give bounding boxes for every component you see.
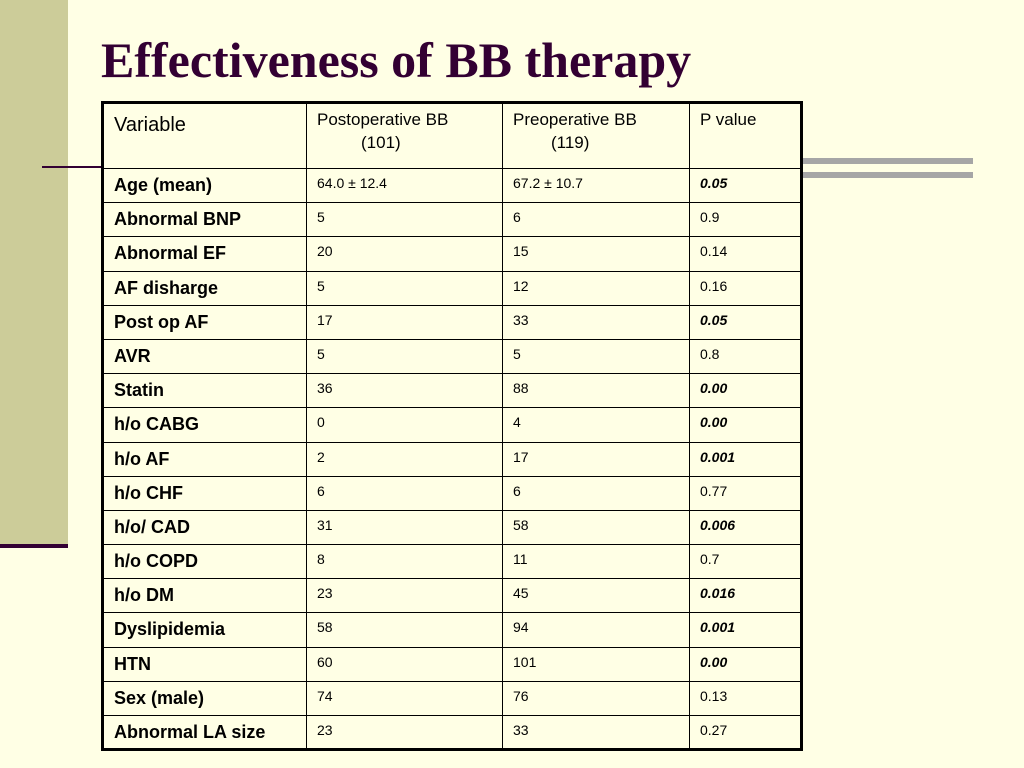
cell-variable: HTN: [102, 646, 307, 682]
table-row: h/o CHF 6 6 0.77: [102, 475, 802, 511]
header-variable: Variable: [102, 102, 307, 169]
cell-preoperative-bb: 76: [502, 680, 690, 717]
table-row: h/o COPD 8 11 0.7: [102, 544, 802, 580]
table-row: Sex (male) 74 76 0.13: [102, 680, 802, 717]
cell-p-value: 0.00: [689, 373, 802, 409]
left-accent-bar: [0, 0, 68, 546]
cell-p-value: 0.00: [689, 407, 802, 443]
table-header-row: Variable Postoperative BB (101) Preoperat…: [102, 102, 802, 169]
cell-preoperative-bb: 6: [502, 475, 690, 511]
table-body: Age (mean) 64.0 ± 12.4 67.2 ± 10.7 0.05 Abno…: [102, 167, 802, 751]
cell-postoperative-bb: 23: [306, 714, 503, 751]
cell-p-value: 0.001: [689, 441, 802, 477]
cell-postoperative-bb: 31: [306, 509, 503, 546]
cell-variable: h/o DM: [102, 578, 307, 614]
cell-variable: h/o COPD: [102, 544, 307, 580]
table-row: Abnormal LA size 23 33 0.27: [102, 714, 802, 751]
cell-p-value: 0.7: [689, 544, 802, 580]
cell-p-value: 0.9: [689, 202, 802, 238]
cell-preoperative-bb: 33: [502, 304, 690, 340]
table-row: h/o AF 2 17 0.001: [102, 441, 802, 477]
cell-variable: Age (mean): [102, 167, 307, 204]
table-row: Abnormal BNP 5 6 0.9: [102, 202, 802, 238]
cell-p-value: 0.00: [689, 646, 802, 682]
cell-p-value: 0.006: [689, 509, 802, 546]
cell-p-value: 0.05: [689, 304, 802, 340]
cell-postoperative-bb: 74: [306, 680, 503, 717]
cell-p-value: 0.16: [689, 270, 802, 306]
cell-postoperative-bb: 0: [306, 407, 503, 443]
cell-p-value: 0.13: [689, 680, 802, 717]
table-row: h/o CABG 0 4 0.00: [102, 407, 802, 443]
table-row: Age (mean) 64.0 ± 12.4 67.2 ± 10.7 0.05: [102, 167, 802, 204]
cell-preoperative-bb: 45: [502, 578, 690, 614]
cell-variable: h/o/ CAD: [102, 509, 307, 546]
table-row: Post op AF 17 33 0.05: [102, 304, 802, 340]
table-row: AVR 5 5 0.8: [102, 338, 802, 375]
cell-p-value: 0.016: [689, 578, 802, 614]
table-row: h/o DM 23 45 0.016: [102, 578, 802, 614]
right-decorative-rule-bottom: [768, 172, 973, 178]
cell-preoperative-bb: 33: [502, 714, 690, 751]
cell-variable: Abnormal LA size: [102, 714, 307, 751]
cell-preoperative-bb: 11: [502, 544, 690, 580]
cell-postoperative-bb: 17: [306, 304, 503, 340]
cell-postoperative-bb: 6: [306, 475, 503, 511]
cell-variable: AVR: [102, 338, 307, 375]
left-accent-rule: [0, 544, 68, 548]
cell-postoperative-bb: 5: [306, 202, 503, 238]
cell-postoperative-bb: 5: [306, 338, 503, 375]
cell-postoperative-bb: 58: [306, 612, 503, 648]
cell-postoperative-bb: 36: [306, 373, 503, 409]
cell-p-value: 0.001: [689, 612, 802, 648]
header-postoperative-bb: Postoperative BB (101): [306, 102, 503, 169]
cell-postoperative-bb: 60: [306, 646, 503, 682]
cell-variable: Statin: [102, 373, 307, 409]
table-row: AF disharge 5 12 0.16: [102, 270, 802, 306]
cell-preoperative-bb: 101: [502, 646, 690, 682]
cell-preoperative-bb: 4: [502, 407, 690, 443]
cell-postoperative-bb: 5: [306, 270, 503, 306]
cell-variable: AF disharge: [102, 270, 307, 306]
cell-variable: h/o AF: [102, 441, 307, 477]
cell-preoperative-bb: 17: [502, 441, 690, 477]
cell-postoperative-bb: 64.0 ± 12.4: [306, 167, 503, 204]
slide-title: Effectiveness of BB therapy: [101, 32, 692, 88]
table-row: Dyslipidemia 58 94 0.001: [102, 612, 802, 648]
cell-p-value: 0.27: [689, 714, 802, 751]
cell-p-value: 0.05: [689, 167, 802, 204]
cell-variable: Dyslipidemia: [102, 612, 307, 648]
cell-p-value: 0.77: [689, 475, 802, 511]
header-p-value: P value: [689, 102, 802, 169]
cell-postoperative-bb: 8: [306, 544, 503, 580]
cell-preoperative-bb: 6: [502, 202, 690, 238]
cell-preoperative-bb: 12: [502, 270, 690, 306]
header-preoperative-bb: Preoperative BB (119): [502, 102, 690, 169]
table-row: h/o/ CAD 31 58 0.006: [102, 509, 802, 546]
cell-preoperative-bb: 15: [502, 236, 690, 272]
results-table: Variable Postoperative BB (101) Preoperat…: [101, 101, 803, 752]
cell-preoperative-bb: 58: [502, 509, 690, 546]
cell-preoperative-bb: 88: [502, 373, 690, 409]
cell-variable: Abnormal EF: [102, 236, 307, 272]
cell-variable: Post op AF: [102, 304, 307, 340]
cell-preoperative-bb: 94: [502, 612, 690, 648]
cell-postoperative-bb: 2: [306, 441, 503, 477]
cell-postoperative-bb: 20: [306, 236, 503, 272]
cell-preoperative-bb: 67.2 ± 10.7: [502, 167, 690, 204]
cell-variable: h/o CHF: [102, 475, 307, 511]
cell-p-value: 0.14: [689, 236, 802, 272]
table-row: Statin 36 88 0.00: [102, 373, 802, 409]
cell-variable: h/o CABG: [102, 407, 307, 443]
cell-variable: Sex (male): [102, 680, 307, 717]
cell-p-value: 0.8: [689, 338, 802, 375]
table-row: HTN 60 101 0.00: [102, 646, 802, 682]
cell-variable: Abnormal BNP: [102, 202, 307, 238]
cell-preoperative-bb: 5: [502, 338, 690, 375]
cell-postoperative-bb: 23: [306, 578, 503, 614]
table-row: Abnormal EF 20 15 0.14: [102, 236, 802, 272]
title-divider-rule: [42, 166, 102, 168]
right-decorative-rule-top: [768, 158, 973, 164]
